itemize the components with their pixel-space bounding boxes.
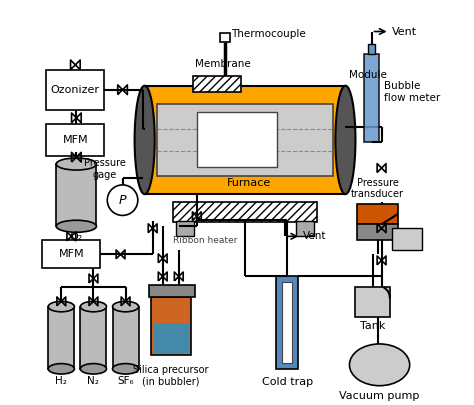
FancyBboxPatch shape: [220, 33, 230, 42]
FancyBboxPatch shape: [296, 221, 314, 236]
Text: MFM: MFM: [58, 249, 84, 259]
Text: SF₆: SF₆: [117, 376, 134, 386]
Text: Cold trap: Cold trap: [262, 377, 313, 387]
FancyBboxPatch shape: [81, 307, 107, 369]
Text: Ozonizer: Ozonizer: [51, 85, 100, 95]
Text: Tank: Tank: [360, 322, 385, 331]
FancyBboxPatch shape: [283, 283, 292, 363]
FancyBboxPatch shape: [46, 70, 104, 110]
Text: Silica precursor
(in bubbler): Silica precursor (in bubbler): [133, 365, 209, 386]
FancyBboxPatch shape: [197, 113, 277, 167]
Text: Furnace: Furnace: [227, 178, 271, 188]
FancyBboxPatch shape: [392, 228, 422, 250]
Text: P: P: [119, 194, 126, 207]
FancyBboxPatch shape: [193, 76, 241, 92]
FancyBboxPatch shape: [368, 44, 375, 53]
FancyBboxPatch shape: [365, 53, 379, 142]
FancyBboxPatch shape: [145, 86, 346, 194]
Text: Ribbon heater: Ribbon heater: [173, 236, 237, 245]
FancyBboxPatch shape: [149, 284, 195, 296]
FancyBboxPatch shape: [357, 204, 398, 224]
Text: Vacuum pump: Vacuum pump: [339, 391, 420, 401]
Text: Bubble
flow meter: Bubble flow meter: [383, 81, 440, 102]
FancyBboxPatch shape: [42, 240, 100, 269]
Ellipse shape: [135, 86, 155, 194]
Ellipse shape: [81, 364, 107, 374]
Ellipse shape: [112, 364, 138, 374]
Ellipse shape: [81, 301, 107, 312]
Text: Thermocouple: Thermocouple: [231, 28, 306, 38]
Text: Vent: Vent: [303, 231, 327, 241]
FancyBboxPatch shape: [56, 164, 96, 226]
Ellipse shape: [56, 220, 96, 232]
Ellipse shape: [112, 301, 138, 312]
FancyBboxPatch shape: [356, 286, 390, 317]
FancyBboxPatch shape: [276, 277, 299, 369]
Text: Pressure
gage: Pressure gage: [83, 158, 126, 180]
FancyBboxPatch shape: [153, 323, 189, 353]
FancyBboxPatch shape: [176, 221, 194, 236]
FancyBboxPatch shape: [357, 224, 398, 239]
Circle shape: [107, 185, 138, 215]
Ellipse shape: [349, 344, 410, 386]
Ellipse shape: [336, 86, 356, 194]
Text: Vent: Vent: [392, 26, 417, 36]
Ellipse shape: [48, 301, 74, 312]
Text: Membrane: Membrane: [195, 59, 251, 68]
FancyBboxPatch shape: [112, 307, 138, 369]
FancyBboxPatch shape: [48, 307, 74, 369]
Ellipse shape: [48, 364, 74, 374]
FancyBboxPatch shape: [46, 124, 104, 156]
Text: Module: Module: [349, 70, 387, 80]
Text: H₂: H₂: [55, 376, 67, 386]
Text: N₂: N₂: [88, 376, 100, 386]
FancyBboxPatch shape: [151, 296, 191, 355]
Ellipse shape: [56, 158, 96, 170]
FancyBboxPatch shape: [157, 104, 333, 176]
Text: Pressure
transducer: Pressure transducer: [351, 178, 404, 199]
Text: MFM: MFM: [63, 135, 88, 145]
FancyBboxPatch shape: [173, 202, 317, 222]
Text: O₂: O₂: [70, 232, 83, 242]
